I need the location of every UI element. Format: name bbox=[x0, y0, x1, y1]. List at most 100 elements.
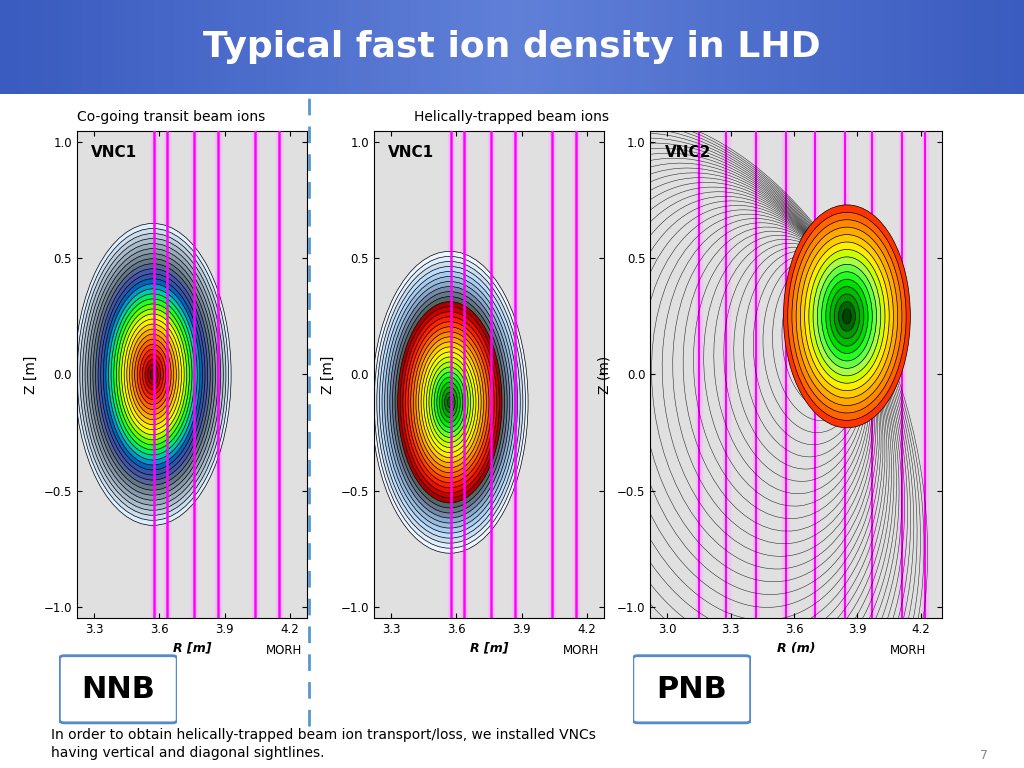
Bar bbox=[512, 131, 518, 618]
Bar bbox=[655, 0, 667, 94]
X-axis label: R [m]: R [m] bbox=[173, 641, 211, 654]
Ellipse shape bbox=[835, 294, 859, 339]
Ellipse shape bbox=[830, 286, 864, 346]
Text: MORH: MORH bbox=[890, 644, 926, 657]
Bar bbox=[614, 0, 626, 94]
Bar bbox=[625, 0, 636, 94]
Bar bbox=[481, 0, 493, 94]
Bar bbox=[487, 131, 495, 618]
Text: MORH: MORH bbox=[266, 644, 302, 657]
Bar bbox=[151, 131, 158, 618]
Bar bbox=[842, 131, 848, 618]
Ellipse shape bbox=[145, 359, 161, 389]
Ellipse shape bbox=[416, 337, 483, 468]
Bar bbox=[584, 0, 595, 94]
Bar bbox=[860, 0, 871, 94]
Ellipse shape bbox=[809, 250, 885, 383]
Bar bbox=[753, 131, 759, 618]
Ellipse shape bbox=[114, 299, 191, 450]
Bar bbox=[41, 0, 52, 94]
Bar bbox=[799, 0, 810, 94]
Bar bbox=[788, 0, 800, 94]
Bar bbox=[348, 0, 359, 94]
Ellipse shape bbox=[424, 352, 476, 452]
Bar bbox=[594, 0, 605, 94]
Ellipse shape bbox=[83, 239, 223, 510]
Bar bbox=[604, 0, 615, 94]
FancyBboxPatch shape bbox=[59, 656, 177, 723]
Bar bbox=[0, 0, 11, 94]
Bar bbox=[829, 0, 841, 94]
Ellipse shape bbox=[98, 269, 208, 480]
Bar bbox=[717, 0, 728, 94]
Ellipse shape bbox=[385, 276, 515, 528]
Bar bbox=[369, 0, 380, 94]
Text: Co-going transit beam ions: Co-going transit beam ions bbox=[77, 111, 265, 124]
Bar bbox=[430, 0, 441, 94]
Bar bbox=[205, 0, 216, 94]
Bar bbox=[252, 131, 258, 618]
Bar bbox=[102, 0, 114, 94]
Bar bbox=[840, 0, 851, 94]
Text: PNB: PNB bbox=[656, 675, 727, 703]
Text: 7: 7 bbox=[980, 749, 988, 762]
Bar bbox=[287, 0, 298, 94]
Ellipse shape bbox=[129, 329, 176, 419]
Bar bbox=[440, 0, 452, 94]
Bar bbox=[420, 0, 431, 94]
X-axis label: R [m]: R [m] bbox=[470, 641, 508, 654]
Bar bbox=[696, 0, 708, 94]
Ellipse shape bbox=[409, 322, 492, 483]
Y-axis label: Z [m]: Z [m] bbox=[321, 356, 335, 393]
Bar bbox=[451, 0, 462, 94]
Text: VNC2: VNC2 bbox=[665, 145, 712, 161]
Ellipse shape bbox=[132, 334, 174, 415]
Bar bbox=[215, 0, 226, 94]
Bar bbox=[573, 0, 585, 94]
Ellipse shape bbox=[100, 273, 205, 475]
Bar bbox=[447, 131, 455, 618]
Bar bbox=[666, 0, 677, 94]
Bar bbox=[1004, 0, 1015, 94]
Bar bbox=[190, 131, 198, 618]
Ellipse shape bbox=[124, 319, 181, 430]
Bar bbox=[174, 0, 185, 94]
Bar bbox=[236, 0, 247, 94]
Bar bbox=[723, 131, 729, 618]
Ellipse shape bbox=[437, 377, 463, 428]
Text: MORH: MORH bbox=[563, 644, 599, 657]
Bar bbox=[72, 0, 83, 94]
Ellipse shape bbox=[792, 220, 902, 413]
Bar bbox=[973, 0, 984, 94]
Y-axis label: Z [m]: Z [m] bbox=[24, 356, 38, 393]
Ellipse shape bbox=[88, 249, 218, 500]
Ellipse shape bbox=[444, 392, 455, 412]
Ellipse shape bbox=[411, 327, 489, 478]
Bar bbox=[881, 0, 892, 94]
Text: In order to obtain helically-trapped beam ion transport/loss, we installed VNCs
: In order to obtain helically-trapped bea… bbox=[51, 728, 596, 760]
Ellipse shape bbox=[93, 259, 213, 490]
Bar bbox=[952, 0, 964, 94]
Ellipse shape bbox=[783, 205, 910, 428]
Bar bbox=[676, 0, 687, 94]
Bar bbox=[782, 131, 788, 618]
Ellipse shape bbox=[431, 367, 468, 438]
Bar bbox=[543, 0, 554, 94]
Bar bbox=[963, 0, 974, 94]
Ellipse shape bbox=[75, 223, 231, 525]
Bar bbox=[809, 0, 820, 94]
Ellipse shape bbox=[119, 309, 186, 440]
FancyBboxPatch shape bbox=[633, 656, 751, 723]
Bar bbox=[563, 0, 574, 94]
Bar bbox=[113, 0, 124, 94]
Ellipse shape bbox=[127, 324, 179, 425]
Bar bbox=[572, 131, 580, 618]
Bar bbox=[922, 131, 929, 618]
Ellipse shape bbox=[426, 357, 473, 448]
Ellipse shape bbox=[400, 306, 500, 498]
Ellipse shape bbox=[414, 332, 486, 473]
Ellipse shape bbox=[397, 302, 502, 503]
Bar bbox=[275, 131, 283, 618]
Bar bbox=[707, 0, 718, 94]
Bar bbox=[195, 0, 206, 94]
